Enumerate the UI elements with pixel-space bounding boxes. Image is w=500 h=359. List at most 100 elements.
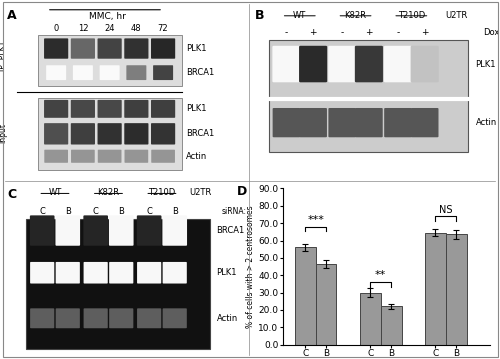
Text: D: D (237, 185, 247, 199)
Bar (380, 307, 402, 345)
Text: +: + (310, 28, 317, 37)
FancyBboxPatch shape (38, 35, 182, 85)
Text: +: + (421, 28, 428, 37)
FancyBboxPatch shape (71, 150, 94, 163)
Text: B: B (255, 9, 264, 22)
Text: Actin: Actin (216, 314, 238, 323)
Text: B: B (65, 207, 70, 216)
Text: BRCA1: BRCA1 (186, 129, 214, 138)
Text: ***: *** (307, 215, 324, 225)
FancyBboxPatch shape (384, 108, 412, 137)
FancyBboxPatch shape (328, 46, 356, 82)
Text: 24: 24 (104, 24, 115, 33)
FancyBboxPatch shape (124, 100, 148, 118)
Text: T210D: T210D (398, 11, 425, 20)
FancyBboxPatch shape (151, 38, 175, 59)
Text: 0: 0 (54, 24, 59, 33)
Bar (425, 233, 446, 345)
Text: C: C (8, 188, 16, 201)
Text: WT: WT (293, 11, 306, 20)
Text: K82R: K82R (98, 188, 120, 197)
FancyBboxPatch shape (109, 262, 134, 284)
Y-axis label: % of cells with > 2 centrosomes: % of cells with > 2 centrosomes (246, 205, 256, 328)
Bar (316, 264, 336, 345)
FancyBboxPatch shape (272, 46, 300, 82)
Text: IP: PLK1: IP: PLK1 (0, 41, 7, 71)
Text: **: ** (375, 270, 386, 280)
FancyBboxPatch shape (100, 65, 119, 80)
Text: BRCA1: BRCA1 (186, 68, 214, 77)
Text: B: B (172, 207, 178, 216)
FancyBboxPatch shape (137, 308, 161, 328)
Text: siRNA:: siRNA: (221, 207, 246, 216)
FancyBboxPatch shape (151, 100, 175, 118)
Text: PLK1: PLK1 (476, 60, 496, 69)
FancyBboxPatch shape (270, 40, 468, 152)
Text: PLK1: PLK1 (186, 44, 207, 53)
FancyBboxPatch shape (137, 262, 161, 284)
FancyBboxPatch shape (124, 38, 148, 59)
FancyBboxPatch shape (73, 65, 93, 80)
Text: Input: Input (0, 123, 7, 143)
FancyBboxPatch shape (71, 38, 95, 59)
Text: -: - (285, 28, 288, 37)
Text: NS: NS (439, 205, 452, 214)
FancyBboxPatch shape (162, 262, 187, 284)
FancyBboxPatch shape (384, 46, 412, 82)
Text: 48: 48 (131, 24, 141, 33)
FancyBboxPatch shape (71, 100, 95, 118)
Text: +: + (365, 28, 372, 37)
FancyBboxPatch shape (151, 150, 175, 163)
FancyBboxPatch shape (98, 123, 122, 145)
Text: Actin: Actin (186, 152, 208, 161)
Text: C: C (40, 207, 45, 216)
Bar (295, 247, 316, 345)
Text: Actin: Actin (476, 118, 497, 127)
Text: B: B (118, 207, 124, 216)
FancyBboxPatch shape (38, 98, 182, 170)
FancyBboxPatch shape (30, 262, 54, 284)
Text: 12: 12 (78, 24, 88, 33)
FancyBboxPatch shape (109, 215, 134, 246)
FancyBboxPatch shape (410, 46, 438, 82)
FancyBboxPatch shape (44, 150, 68, 163)
FancyBboxPatch shape (411, 108, 438, 137)
Text: K82R: K82R (344, 11, 366, 20)
FancyBboxPatch shape (162, 215, 187, 246)
Text: U2TR: U2TR (189, 188, 212, 197)
Bar (446, 234, 466, 345)
FancyBboxPatch shape (46, 65, 66, 80)
FancyBboxPatch shape (299, 46, 327, 82)
Bar (360, 293, 380, 345)
FancyBboxPatch shape (355, 108, 382, 137)
Text: MMC, hr: MMC, hr (89, 12, 126, 21)
Text: -: - (340, 28, 344, 37)
FancyBboxPatch shape (56, 215, 80, 246)
FancyBboxPatch shape (56, 308, 80, 328)
Text: C: C (146, 207, 152, 216)
Text: 72: 72 (158, 24, 168, 33)
FancyBboxPatch shape (109, 308, 134, 328)
Text: BRCA1: BRCA1 (216, 226, 245, 235)
FancyBboxPatch shape (56, 262, 80, 284)
FancyBboxPatch shape (124, 150, 148, 163)
FancyBboxPatch shape (71, 123, 95, 145)
Text: T210D: T210D (148, 188, 176, 197)
FancyBboxPatch shape (84, 215, 108, 246)
FancyBboxPatch shape (162, 308, 187, 328)
FancyBboxPatch shape (137, 215, 162, 246)
FancyBboxPatch shape (98, 38, 122, 59)
FancyBboxPatch shape (151, 123, 175, 145)
FancyBboxPatch shape (44, 38, 68, 59)
FancyBboxPatch shape (153, 65, 173, 80)
FancyBboxPatch shape (300, 108, 327, 137)
FancyBboxPatch shape (98, 150, 122, 163)
FancyBboxPatch shape (84, 262, 108, 284)
FancyBboxPatch shape (328, 108, 356, 137)
Text: PLK1: PLK1 (186, 104, 207, 113)
FancyBboxPatch shape (30, 215, 54, 246)
FancyBboxPatch shape (272, 108, 300, 137)
Text: Dox: Dox (483, 28, 499, 37)
FancyBboxPatch shape (44, 123, 68, 145)
FancyBboxPatch shape (26, 219, 210, 349)
